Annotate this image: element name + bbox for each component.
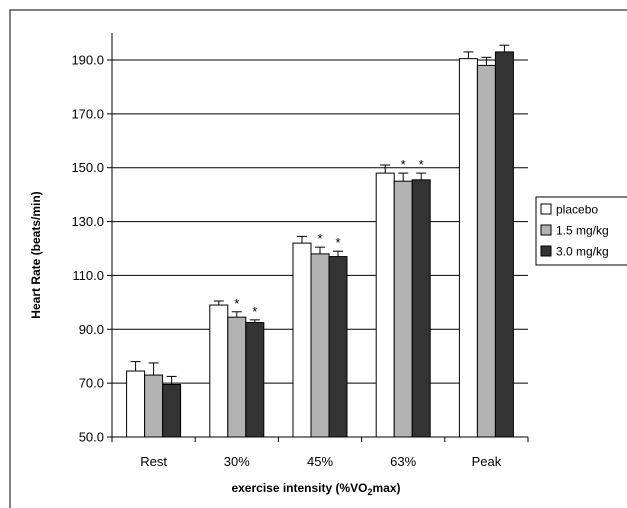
chart-frame [9,9,627,508]
x-tick-label: Rest [140,454,167,469]
legend-label: 1.5 mg/kg [556,224,609,238]
bar [375,172,395,438]
x-axis-title: exercise intensity (%VO2max) [231,481,400,497]
bar [162,383,182,438]
y-tick-labels: 50.0 70.0 90.0 110.0 130.0 150.0 170.0 190.0 [71,53,104,445]
bar [227,316,247,438]
legend-swatch [540,245,552,257]
x-tick-label: 30% [224,454,250,469]
y-axis-title: Heart Rate (beats/min) [29,191,43,318]
bar [292,242,312,438]
bar [209,304,229,438]
significance-marker: * [419,157,424,172]
y-tick-label: 130.0 [71,214,104,229]
significance-marker: * [401,157,406,172]
y-tick-label: 90.0 [79,322,104,337]
bar [245,322,265,438]
x-tick-label: Peak [472,454,502,469]
y-tick-label: 190.0 [71,53,104,68]
y-tick-label: 50.0 [79,430,104,445]
significance-marker: * [252,304,257,319]
x-axis-title-suffix: max) [373,481,401,495]
significance-marker: * [234,296,239,311]
bar [476,64,496,438]
bar [126,370,146,438]
x-axis-title-main: exercise intensity (%VO [231,481,367,495]
y-tick-label: 150.0 [71,160,104,175]
bar [458,58,478,438]
y-tick-label: 170.0 [71,106,104,121]
x-tick-label: 63% [390,454,416,469]
legend-swatch [540,224,552,236]
bar [411,179,431,438]
x-axis-title-subscript: 2 [368,487,373,497]
bar [494,51,514,438]
legend-swatch [540,203,552,215]
bar [328,256,348,438]
significance-marker: * [335,235,340,250]
bar [393,180,413,438]
bars: * * * * * * [126,44,514,438]
legend-label: 3.0 mg/kg [556,245,609,259]
legend: placebo 1.5 mg/kg 3.0 mg/kg [535,196,627,266]
x-tick-label: 45% [307,454,333,469]
bar [310,253,330,438]
y-tick-label: 70.0 [79,376,104,391]
bar [144,374,164,438]
significance-marker: * [317,231,322,246]
legend-label: placebo [556,203,598,217]
y-tick-label: 110.0 [72,268,104,283]
x-tick-labels: Rest 30% 45% 63% Peak [140,454,501,469]
